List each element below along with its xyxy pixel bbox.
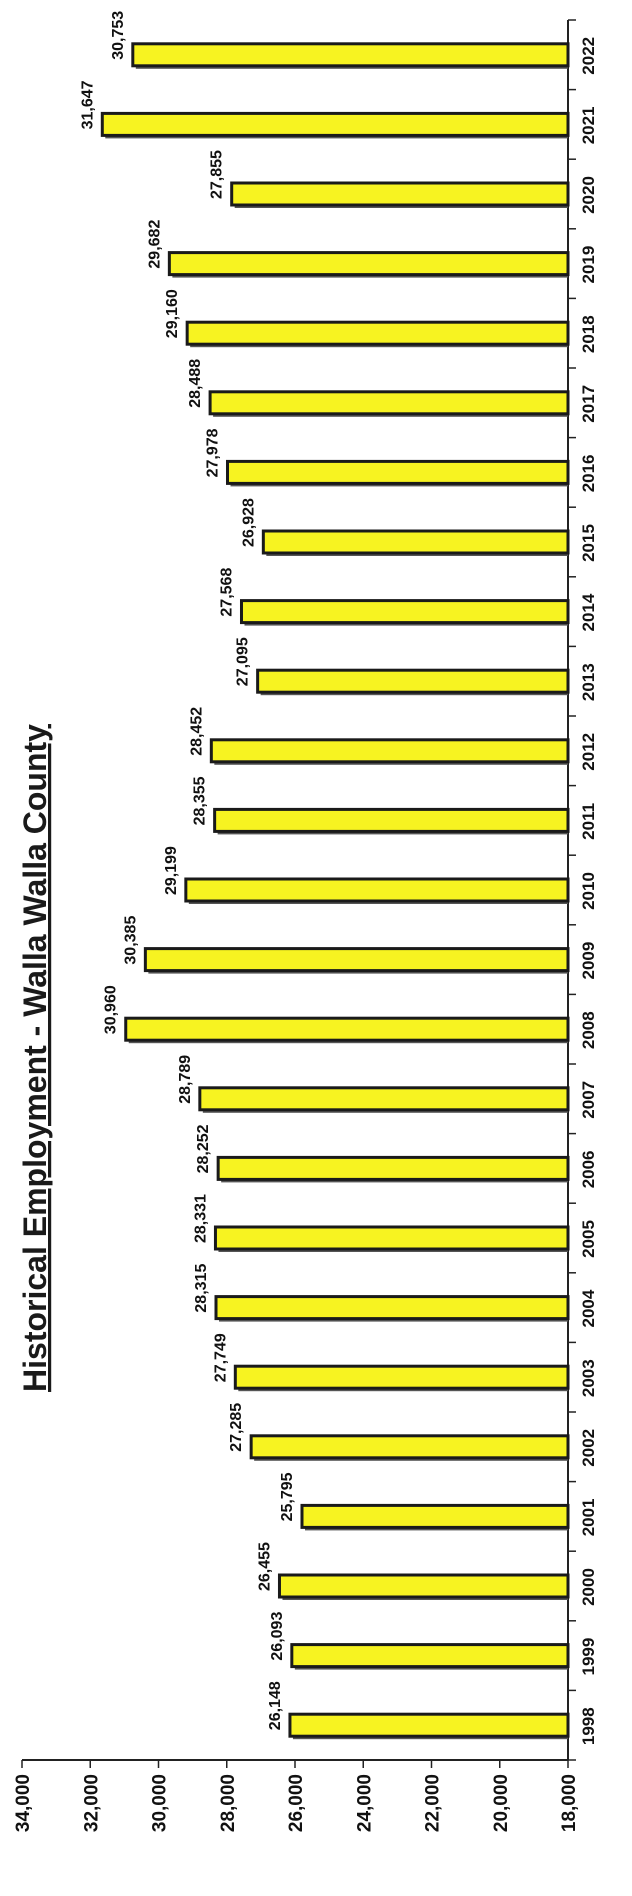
bar [184,877,570,903]
bar-value-label: 29,199 [163,846,180,895]
bar [143,947,570,973]
category-tick-label: 2019 [579,246,598,284]
bar [233,1364,570,1390]
value-tick-label: 26,000 [286,1774,307,1832]
bar [100,111,570,137]
bar [249,1434,570,1460]
bar-value-label: 29,682 [146,220,163,269]
bar-value-label: 30,753 [110,11,127,60]
category-tick-label: 2015 [579,524,598,562]
bar [131,42,570,68]
bar [213,1225,570,1251]
category-tick-label: 2003 [579,1359,598,1397]
bar-value-label: 27,285 [228,1403,245,1452]
bar-value-label: 27,978 [205,428,222,477]
bar-value-label: 26,928 [240,498,257,547]
bar-value-label: 28,315 [193,1264,210,1313]
category-tick-label: 2004 [579,1289,598,1327]
plot-area: 1998 1999 2000 2001 2002 2003 2004 2005 2006 2007… [13,11,598,1832]
value-tick-label: 34,000 [13,1774,34,1832]
bar-value-label: 31,647 [79,80,96,129]
bar-value-label: 25,795 [279,1472,296,1521]
value-tick-label: 30,000 [150,1774,171,1832]
category-tick-label: 2018 [579,315,598,353]
category-tick-label: 1999 [579,1638,598,1676]
bar-value-label: 30,960 [103,985,120,1034]
bar-value-label: 28,252 [195,1124,212,1173]
bar-value-label: 30,385 [122,916,139,965]
category-tick-label: 2012 [579,733,598,771]
bar [239,599,570,625]
category-tick-label: 2009 [579,942,598,980]
category-tick-label: 2010 [579,872,598,910]
value-tick-label: 22,000 [423,1774,444,1832]
bar-value-label: 26,093 [269,1612,286,1661]
value-tick-label: 24,000 [354,1774,375,1832]
category-tick-label: 2021 [579,106,598,144]
bar [300,1503,570,1529]
category-tick-label: 2000 [579,1568,598,1606]
bar [216,1155,570,1181]
bar [288,1712,570,1738]
bar-value-label: 27,095 [235,637,252,686]
bar-value-label: 27,568 [218,568,235,617]
category-tick-label: 2014 [579,593,598,631]
bar-value-label: 26,148 [267,1681,284,1730]
bar [277,1573,570,1599]
bar [167,251,570,277]
chart-title-group: Historical Employment - Walla Walla Coun… [17,724,53,1392]
bar [256,668,570,694]
bar [124,1016,570,1042]
value-tick-label: 20,000 [491,1774,512,1832]
category-tick-label: 2007 [579,1081,598,1119]
category-tick-label: 2011 [579,803,598,840]
category-tick-label: 2020 [579,176,598,214]
category-tick-label: 2001 [579,1498,598,1536]
category-tick-label: 2016 [579,454,598,492]
bar [230,181,570,207]
category-tick-label: 1998 [579,1707,598,1745]
bar-value-label: 28,355 [192,776,209,825]
bar [226,459,570,485]
chart-title: Historical Employment - Walla Walla Coun… [17,724,53,1392]
bar [213,807,570,833]
bar [214,1295,570,1321]
bar-value-label: 26,455 [256,1542,273,1591]
value-tick-label: 32,000 [81,1774,102,1832]
category-tick-label: 2008 [579,1011,598,1049]
bar-value-label: 27,749 [212,1333,229,1382]
category-tick-label: 2006 [579,1150,598,1188]
bar-value-label: 28,789 [177,1055,194,1104]
bar [185,320,570,346]
bar [198,1086,570,1112]
category-tick-label: 2005 [579,1220,598,1258]
category-tick-label: 2017 [579,385,598,423]
bar-value-label: 28,331 [192,1194,209,1243]
category-tick-label: 2002 [579,1429,598,1467]
value-tick-label: 28,000 [218,1774,239,1832]
value-tick-label: 18,000 [559,1774,580,1832]
bar [261,529,570,555]
bar [208,390,570,416]
bar-value-label: 28,488 [187,359,204,408]
category-tick-label: 2013 [579,663,598,701]
bar-value-label: 27,855 [209,150,226,199]
bar-value-label: 29,160 [164,289,181,338]
category-tick-label: 2022 [579,37,598,75]
bar [209,738,570,764]
bar-value-label: 28,452 [188,707,205,756]
bar [290,1643,570,1669]
